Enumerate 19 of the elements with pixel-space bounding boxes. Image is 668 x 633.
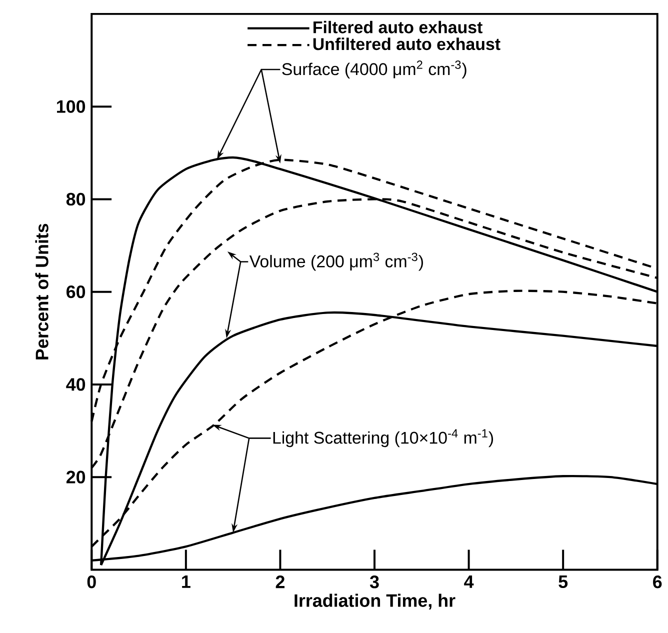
legend-label: Filtered auto exhaust — [314, 20, 482, 34]
y-tick-label: 20 — [66, 470, 86, 484]
y-tick-label: 100 — [57, 100, 86, 113]
x-tick-label: 3 — [370, 575, 379, 588]
x-axis-title: Irradiation Time, hr — [294, 594, 456, 610]
x-tick-label: 1 — [182, 575, 190, 588]
y-tick-label: 60 — [66, 285, 86, 298]
x-tick-label: 5 — [558, 575, 568, 588]
x-tick-label: 0 — [87, 575, 96, 588]
y-tick-label: 40 — [66, 378, 86, 391]
x-tick-label: 4 — [464, 575, 474, 588]
annotation: Light Scattering (10×10$^{-4}$ m$^{-1}$) — [273, 429, 494, 447]
annotation: Volume (200 μm$^{3}$ cm$^{-3}$) — [249, 252, 423, 270]
y-axis-title: Percent of Units — [35, 224, 48, 360]
y-tick-label: 80 — [66, 192, 86, 206]
x-tick-label: 6 — [653, 575, 662, 588]
annotation: Surface (4000 μm$^{2}$ cm$^{-3}$) — [282, 60, 466, 78]
x-tick-label: 2 — [276, 575, 284, 588]
legend-label: Unfiltered auto exhaust — [313, 37, 500, 50]
